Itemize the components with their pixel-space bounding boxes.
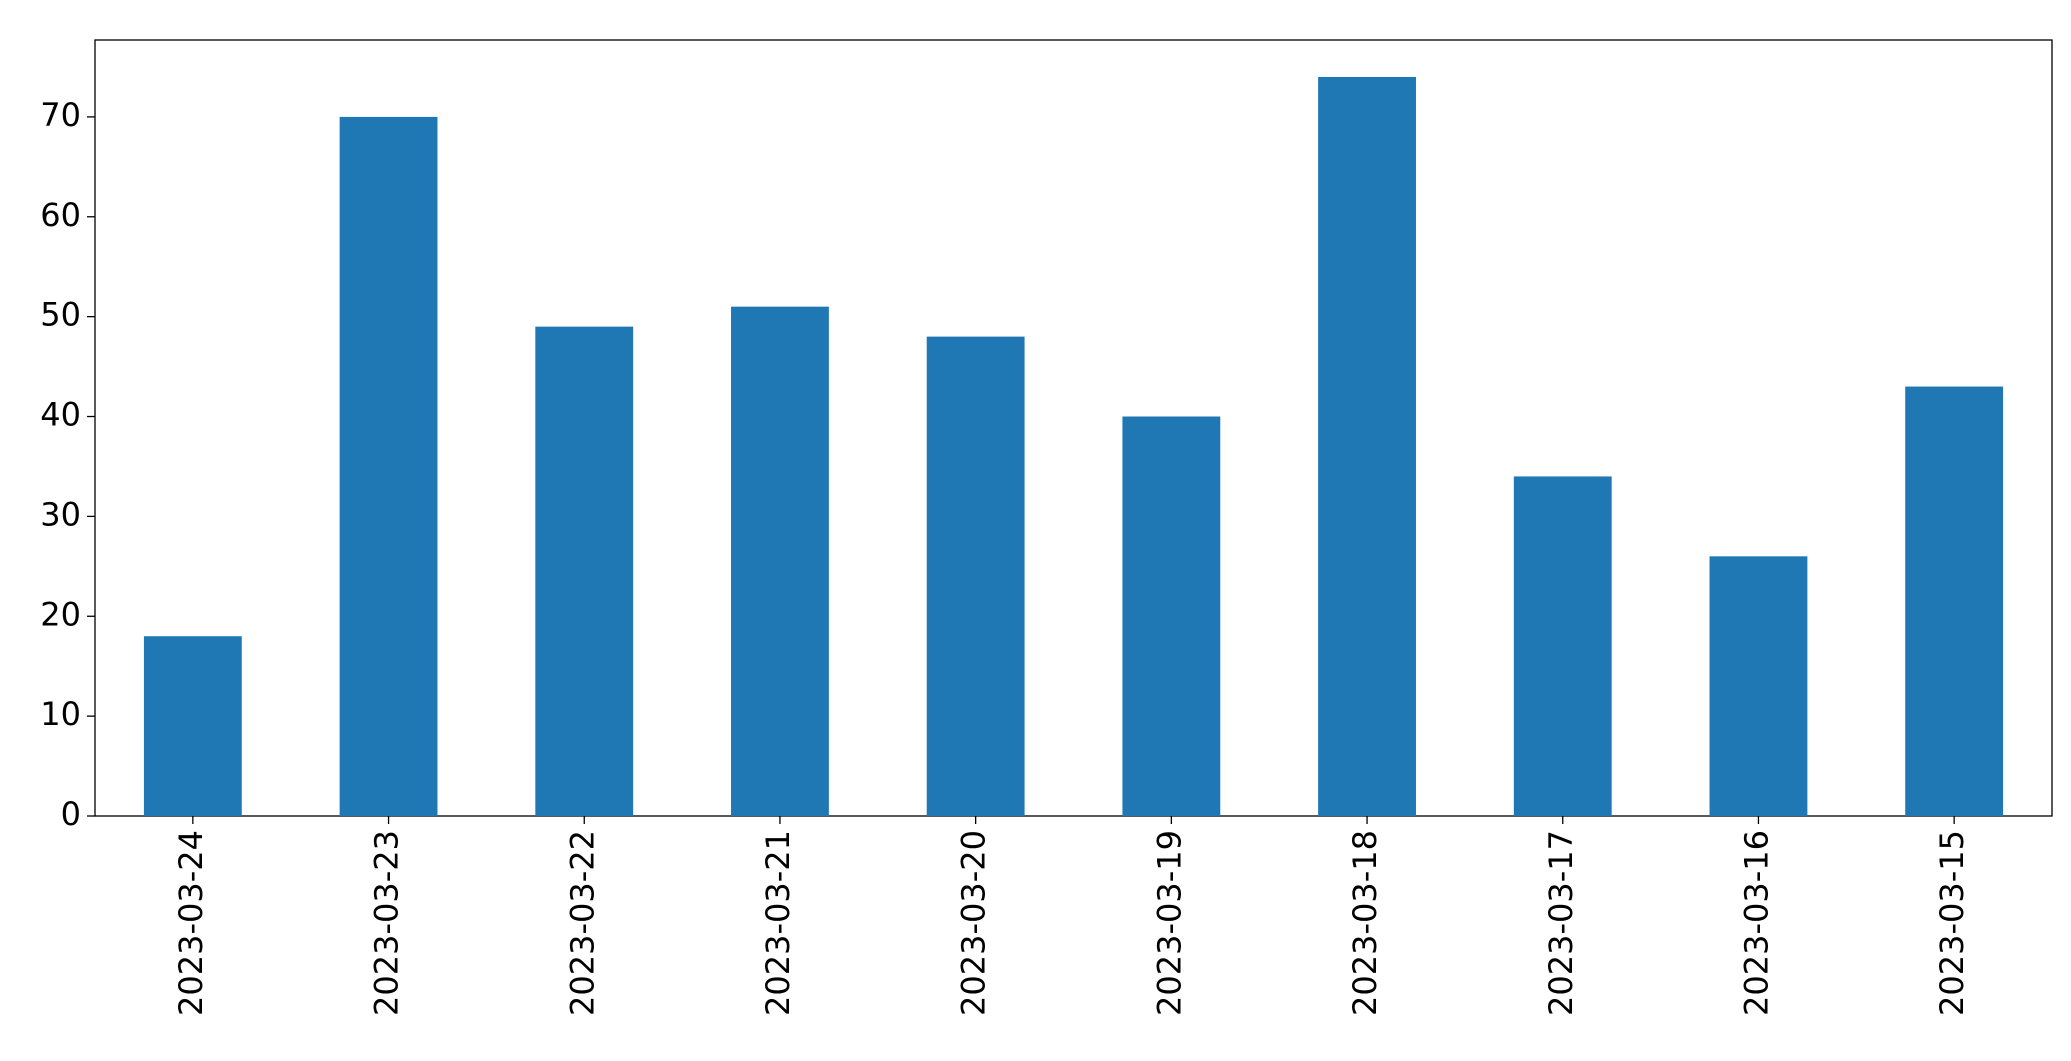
bar bbox=[1122, 416, 1221, 816]
y-tick-label: 60 bbox=[40, 196, 81, 234]
bar bbox=[1513, 476, 1612, 816]
x-tick-label: 2023-03-19 bbox=[1150, 830, 1188, 1016]
x-tick-label: 2023-03-18 bbox=[1346, 830, 1384, 1016]
x-tick-label: 2023-03-21 bbox=[759, 830, 797, 1016]
y-tick-label: 10 bbox=[40, 695, 81, 733]
plot-frame bbox=[94, 39, 2053, 817]
x-tick-label: 2023-03-17 bbox=[1542, 830, 1580, 1016]
y-tick-label: 40 bbox=[40, 396, 81, 434]
bar bbox=[143, 636, 242, 816]
bar bbox=[731, 306, 829, 816]
y-tick-label: 0 bbox=[61, 795, 81, 833]
bar bbox=[1905, 386, 2004, 816]
y-tick-label: 30 bbox=[40, 495, 81, 533]
x-tick-label: 2023-03-20 bbox=[955, 830, 993, 1016]
bar bbox=[1709, 556, 1808, 816]
bar bbox=[1318, 76, 1416, 816]
x-tick-label: 2023-03-23 bbox=[368, 830, 406, 1016]
x-tick-label: 2023-03-15 bbox=[1933, 830, 1971, 1016]
y-tick-label: 50 bbox=[40, 296, 81, 334]
bar bbox=[339, 116, 438, 817]
x-tick-label: 2023-03-24 bbox=[172, 830, 210, 1016]
x-tick-label: 2023-03-16 bbox=[1737, 830, 1775, 1016]
bar bbox=[535, 326, 634, 816]
bar bbox=[926, 336, 1025, 816]
y-tick-label: 70 bbox=[40, 96, 81, 134]
x-tick-label: 2023-03-22 bbox=[563, 830, 601, 1016]
y-tick-label: 20 bbox=[40, 595, 81, 633]
